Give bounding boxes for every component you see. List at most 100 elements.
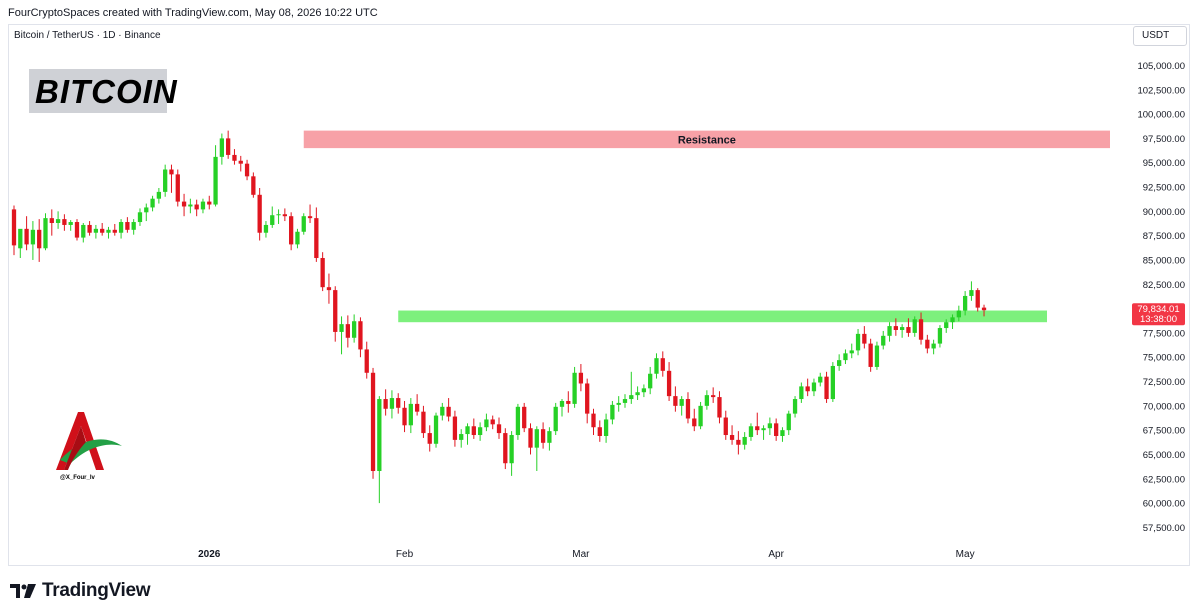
candle [774,418,779,441]
candle [540,422,546,449]
candle [244,159,250,181]
overlay-title-box: BITCOIN [29,69,177,113]
candle [93,224,99,239]
candle [685,392,691,424]
candle [748,423,754,441]
candle [780,427,785,442]
candle [345,315,350,348]
candle [578,364,584,392]
candle [484,413,489,432]
candle [226,130,231,159]
candle [49,209,54,236]
candle [912,316,917,337]
price-tick-label: 90,000.00 [1143,207,1185,218]
candle [925,334,930,354]
candle [137,208,143,226]
candle [610,400,615,425]
tradingview-brand[interactable]: TradingView [10,580,151,602]
candle [402,400,407,433]
candle [559,399,565,417]
candle [18,228,23,259]
candle [446,398,451,422]
author-handle: @X_Four_lv [60,475,95,481]
candle [635,386,640,401]
candle [711,387,716,403]
candle [597,420,602,442]
candle [490,415,495,430]
candle [213,145,218,207]
candle [881,330,886,350]
candle [156,187,162,204]
candle [843,349,848,365]
candle [414,394,420,416]
currency-selector[interactable]: USDT [1133,26,1187,46]
candle [679,396,684,416]
candle [118,219,124,239]
overlay-title: BITCOIN [35,73,178,110]
candle [100,223,105,236]
chart-header: FourCryptoSpaces created with TradingVie… [8,7,378,19]
time-tick-label: Apr [768,549,784,560]
candles-layer [11,130,987,504]
candle [24,216,29,251]
candle [55,211,61,229]
price-tick-label: 85,000.00 [1143,255,1185,266]
brand-name: TradingView [42,580,151,601]
candle [673,386,678,412]
candle [301,213,306,235]
price-tick-label: 65,000.00 [1143,450,1185,461]
last-price-bg [1132,303,1185,326]
time-tick-label: Feb [396,549,414,560]
candle [855,329,861,356]
time-tick-label: 2026 [198,549,221,560]
support-zone [398,310,1048,323]
candle [326,273,332,304]
candle [566,391,571,413]
price-tick-label: 70,000.00 [1143,401,1185,412]
candle [969,281,974,301]
candle [144,203,149,222]
candle [238,155,243,172]
candle [654,353,659,379]
candle [616,396,621,412]
price-tick-label: 95,000.00 [1143,158,1185,169]
time-tick-label: Mar [572,549,590,560]
candle [704,390,710,410]
candle [263,221,269,238]
candle [887,322,892,342]
candle [736,431,741,455]
candle [805,378,810,397]
candle [591,408,596,436]
candle [364,341,369,379]
candle [452,410,458,447]
candle [755,412,760,436]
candle [188,198,193,214]
candle [289,212,294,251]
candle [257,187,262,241]
price-tick-label: 75,000.00 [1143,353,1185,364]
candle [931,339,936,355]
candle [528,423,533,455]
candle [377,396,382,504]
candle [509,431,514,476]
candle [830,362,835,402]
candle [175,169,180,207]
candle [333,286,338,342]
zones-layer: Resistance [303,130,1110,323]
candle [150,195,155,212]
candle [320,252,325,292]
candle [465,423,470,445]
candle [251,172,256,198]
candle [572,366,577,408]
candle [295,228,300,249]
bar-countdown: 13:38:00 [1140,314,1177,325]
candle [125,217,130,233]
candle [899,324,905,338]
candle [522,402,527,433]
candle [30,221,36,260]
price-tick-label: 82,500.00 [1143,280,1185,291]
candle [181,193,187,217]
candle [131,219,136,235]
candle [471,418,476,439]
